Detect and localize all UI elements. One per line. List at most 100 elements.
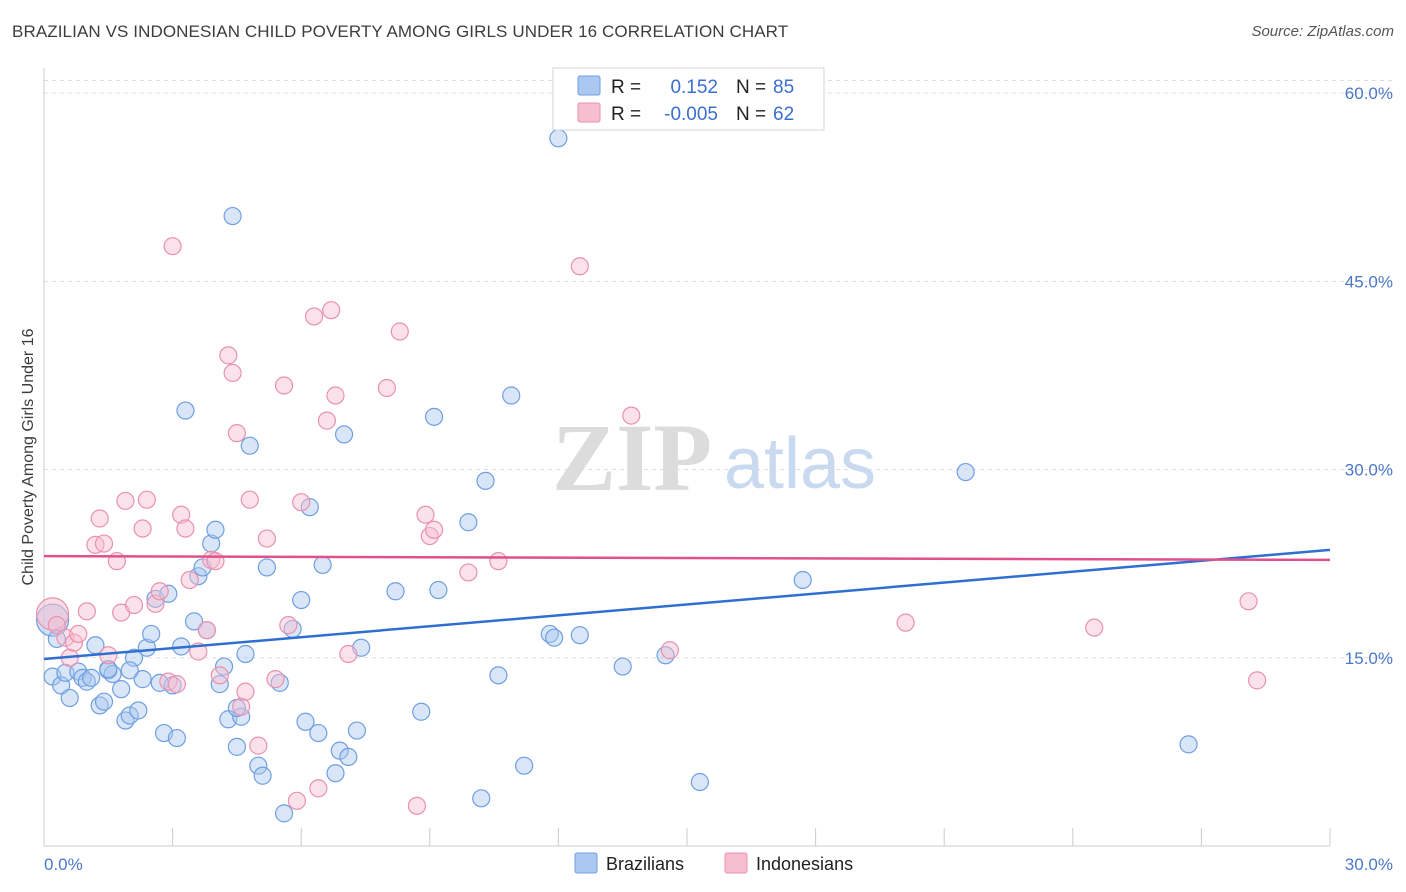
- indonesians-point: [459, 563, 478, 582]
- indonesians-point: [219, 346, 238, 365]
- indonesians-point: [64, 633, 84, 652]
- brazilians-point: [56, 663, 75, 682]
- brazilians-point: [793, 570, 812, 590]
- brazilians-point: [142, 624, 161, 644]
- brazilians-point: [133, 670, 152, 689]
- indonesians-point: [279, 616, 298, 635]
- indonesians-point: [274, 376, 294, 395]
- brazilians-point: [386, 582, 405, 601]
- indonesians-point: [249, 736, 268, 755]
- indonesians-point: [77, 602, 96, 621]
- brazilians-point: [545, 628, 564, 647]
- bottom-legend: Brazilians Indonesians: [574, 852, 853, 874]
- brazilians-point: [240, 436, 259, 455]
- indonesians-point: [1085, 618, 1104, 637]
- brazilians-point: [424, 407, 444, 426]
- brazilians-point: [94, 692, 114, 711]
- chart-title: BRAZILIAN VS INDONESIAN CHILD POVERTY AM…: [12, 22, 789, 41]
- brazilians-point: [309, 723, 328, 743]
- brazilians-point: [313, 555, 332, 575]
- brazilians-point: [292, 590, 311, 610]
- brazilians-point: [167, 728, 186, 748]
- brazilians-point: [412, 702, 431, 721]
- y-tick-label: 45.0%: [1345, 272, 1393, 291]
- y-tick-labels: 15.0% 30.0% 45.0% 60.0%: [1345, 84, 1393, 668]
- brazilians-point: [549, 129, 568, 148]
- indonesians-point: [322, 301, 341, 320]
- brazilians-point: [300, 498, 319, 517]
- brazilians-point: [956, 462, 975, 482]
- watermark-zip: ZIP: [552, 404, 712, 511]
- brazilians-point: [296, 712, 315, 731]
- legend-n-value-1: 85: [773, 77, 794, 98]
- y-tick-label: 60.0%: [1345, 84, 1393, 103]
- brazilians-point: [60, 688, 79, 708]
- indonesians-point: [660, 641, 679, 660]
- indonesians-point: [69, 624, 88, 644]
- indonesians-point: [137, 490, 156, 509]
- brazilians-point: [339, 747, 358, 767]
- x-tick-label-min: 0.0%: [44, 855, 83, 874]
- indonesians-point: [424, 520, 444, 539]
- legend-r-label-1: R =: [611, 77, 641, 98]
- indonesians-point: [287, 791, 307, 810]
- grid-lines: [44, 80, 1393, 659]
- indonesians-point: [266, 670, 285, 689]
- indonesians-point: [1248, 671, 1267, 690]
- watermark: ZIP atlas: [552, 404, 876, 511]
- legend-swatch-brazilians: [577, 75, 601, 96]
- indonesians-point: [124, 595, 144, 615]
- indonesians-point: [236, 682, 255, 701]
- indonesians-point: [206, 552, 225, 571]
- y-tick-label: 15.0%: [1345, 649, 1393, 668]
- legend-n-label-2: N =: [736, 104, 766, 125]
- indonesians-point: [1239, 592, 1258, 611]
- brazilians-point: [214, 657, 234, 676]
- brazilians-point: [459, 513, 478, 532]
- brazilians-point: [1179, 735, 1198, 754]
- indonesians-point: [47, 616, 66, 635]
- indonesians-point: [309, 779, 328, 798]
- bottom-legend-brazilians: Brazilians: [606, 854, 684, 874]
- indonesians-point: [150, 582, 169, 601]
- indonesians-point: [163, 237, 182, 256]
- brazilians-point: [257, 558, 277, 577]
- brazilians-point: [176, 401, 195, 420]
- brazilians-point: [232, 707, 251, 726]
- indonesians-point: [210, 666, 229, 685]
- brazilians-point: [326, 764, 345, 783]
- brazilians-point: [472, 789, 491, 808]
- indonesians-trend-line: [43, 554, 1331, 562]
- brazilians-point: [227, 737, 246, 756]
- watermark-atlas: atlas: [724, 424, 876, 504]
- brazilians-point: [347, 721, 367, 740]
- legend-swatch-indonesians: [577, 102, 601, 123]
- legend-n-value-2: 62: [773, 104, 794, 125]
- indonesians-point: [180, 570, 199, 590]
- brazilians-point: [137, 638, 156, 657]
- indonesians-point: [896, 613, 915, 632]
- brazilians-point: [613, 657, 632, 676]
- brazilians-point: [249, 756, 268, 775]
- brazilians-point: [334, 425, 354, 444]
- bottom-legend-swatch-indonesians: [724, 852, 748, 874]
- brazilians-point: [120, 706, 139, 725]
- brazilians-point: [690, 772, 709, 792]
- top-legend: R = 0.152 N = 85 R = -0.005 N = 62: [552, 67, 825, 131]
- brazilians-point: [99, 659, 118, 679]
- brazilians-trend-line: [43, 548, 1331, 661]
- indonesians-point: [489, 552, 508, 571]
- indonesians-point: [167, 675, 186, 694]
- brazilians-point: [202, 534, 221, 553]
- indonesians-points: [35, 237, 1267, 815]
- brazilians-point: [189, 567, 208, 586]
- indonesians-point: [570, 257, 589, 276]
- indonesians-point: [390, 322, 409, 341]
- indonesians-point: [197, 621, 216, 640]
- brazilians-point: [274, 804, 294, 823]
- indonesians-point: [172, 505, 191, 524]
- indonesians-point: [133, 519, 152, 538]
- legend-r-label-2: R =: [611, 104, 641, 125]
- brazilians-point: [120, 661, 139, 680]
- indonesians-point: [304, 307, 324, 326]
